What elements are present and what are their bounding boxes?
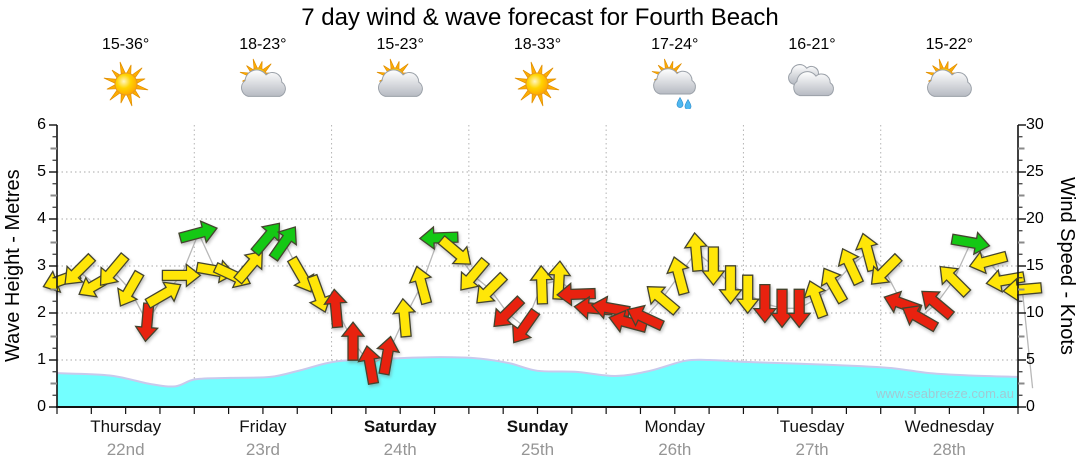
sun-icon (515, 61, 560, 107)
sun-cloud-icon (926, 58, 973, 97)
day-name: Tuesday (779, 417, 845, 436)
temp-range: 15-23° (376, 36, 424, 53)
day-label: Saturday 24th (332, 417, 469, 459)
day-date: 23rd (245, 440, 280, 459)
day-label: Wednesday 28th (881, 417, 1018, 459)
day-name: Wednesday (904, 417, 995, 436)
sun-cloud-icon (376, 58, 424, 97)
sun-cloud-icon (239, 58, 286, 97)
day-label: Monday 26th (606, 417, 743, 459)
right-axis-tick-label: 0 (1026, 398, 1035, 415)
page-title: 7 day wind & wave forecast for Fourth Be… (301, 4, 779, 31)
day-date: 22nd (106, 440, 145, 459)
day-date: 27th (795, 440, 829, 459)
left-axis-tick-label: 0 (37, 398, 46, 415)
day-labels-row: Thursday 22nd Friday 23rd Saturday 24th … (57, 417, 1018, 459)
right-axis-tick-label: 15 (1026, 257, 1044, 274)
day-forecast-header: 15-22° (881, 36, 1018, 109)
daily-temps-row: 15-36° 18-23° 15-23° 18-33° 17-24° 16-21… (57, 36, 1018, 109)
temp-range: 18-23° (239, 36, 287, 53)
day-label: Thursday 22nd (57, 417, 194, 459)
left-axis-tick-label: 4 (37, 210, 46, 227)
clouds-icon (788, 64, 834, 97)
right-axis-tick-label: 25 (1026, 163, 1044, 180)
day-name: Sunday (506, 417, 569, 436)
day-forecast-header: 18-33° (469, 36, 606, 109)
left-axis-tick-label: 5 (37, 163, 46, 180)
temp-range: 15-36° (101, 36, 150, 53)
right-axis-title: Wind Speed - Knots (1056, 177, 1078, 355)
temp-range: 18-33° (513, 36, 562, 53)
right-axis-tick-label: 20 (1026, 210, 1044, 227)
day-forecast-header: 15-36° (57, 36, 194, 109)
day-label: Sunday 25th (469, 417, 606, 459)
day-date: 28th (932, 440, 966, 459)
temp-range: 15-22° (925, 36, 973, 53)
temp-range: 16-21° (788, 36, 836, 53)
temp-range: 17-24° (651, 36, 699, 53)
day-forecast-header: 17-24° (606, 36, 743, 109)
left-axis-tick-label: 2 (37, 304, 46, 321)
day-forecast-header: 16-21° (743, 36, 880, 109)
day-date: 24th (383, 440, 417, 459)
day-forecast-header: 18-23° (194, 36, 331, 109)
day-date: 25th (520, 440, 555, 459)
left-axis-title: Wave Height - Metres (2, 169, 24, 363)
day-name: Thursday (90, 417, 162, 436)
left-axis-tick-label: 6 (37, 116, 46, 133)
left-axis-tick-label: 1 (37, 351, 46, 368)
day-name: Friday (239, 417, 287, 436)
day-label: Tuesday 27th (743, 417, 880, 459)
watermark: www.seabreeze.com.au (875, 386, 1014, 401)
right-axis-tick-label: 5 (1026, 351, 1035, 368)
day-name: Saturday (363, 417, 437, 436)
sun-shower-icon (651, 58, 696, 109)
day-forecast-header: 15-23° (332, 36, 469, 109)
day-name: Monday (644, 417, 705, 436)
right-axis-tick-label: 10 (1026, 304, 1044, 321)
right-axis-tick-label: 30 (1026, 116, 1044, 133)
left-axis-tick-label: 3 (37, 257, 46, 274)
day-date: 26th (658, 440, 692, 459)
day-label: Friday 23rd (194, 417, 331, 459)
sun-icon (103, 61, 148, 107)
